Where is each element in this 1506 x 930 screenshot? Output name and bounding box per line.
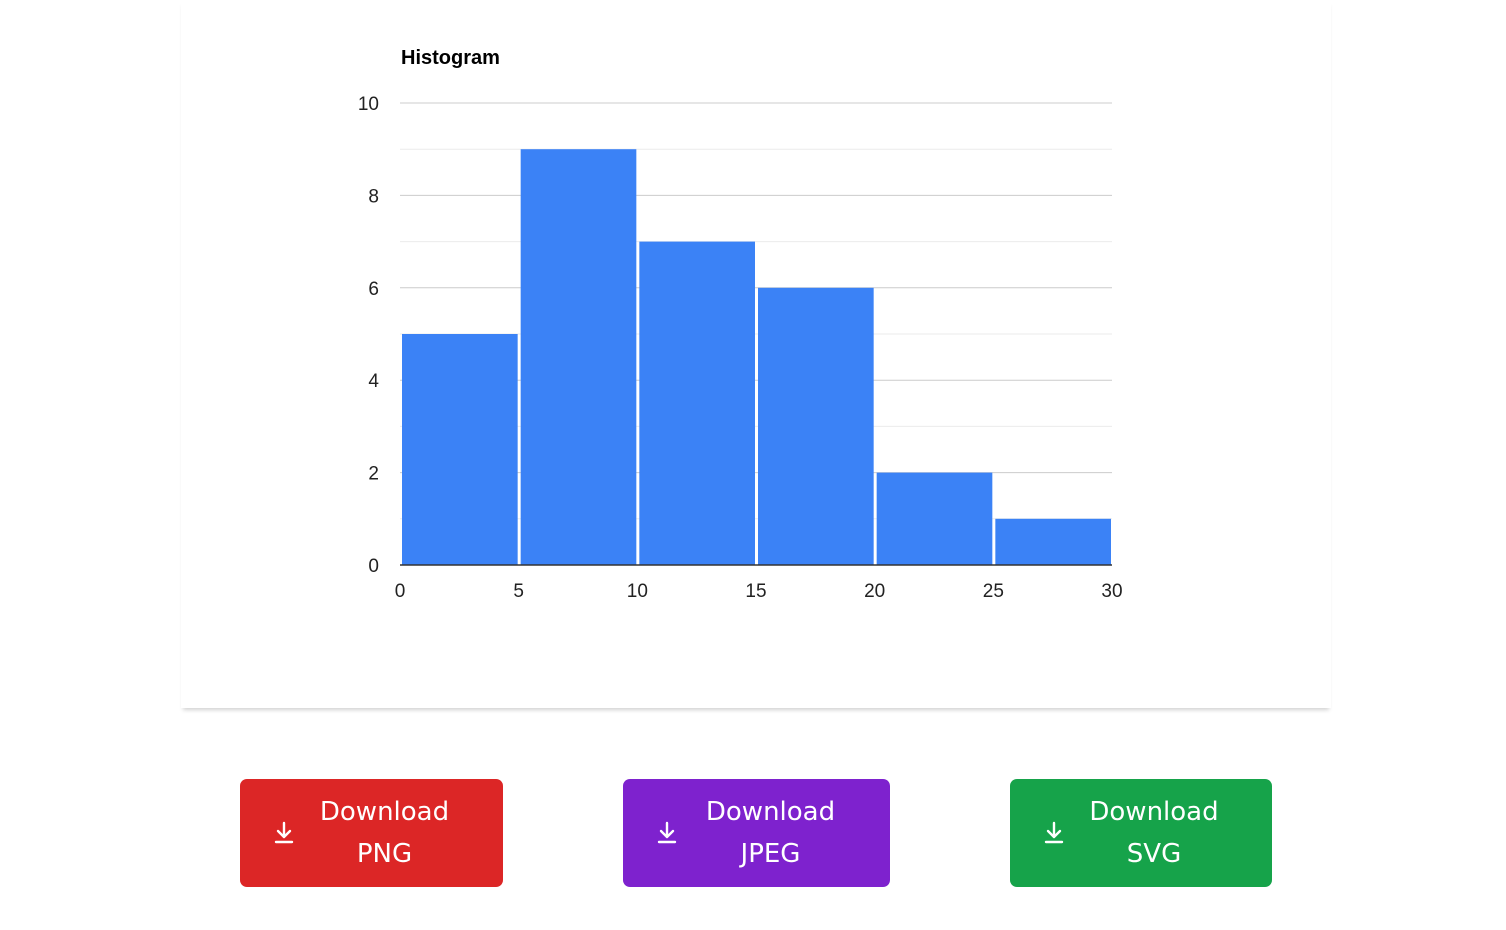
download-svg-label-line1: Download [1089,797,1219,827]
download-svg-label: Download SVG [1076,791,1232,875]
download-png-label-line1: Download [319,797,450,827]
histogram-bar [758,287,874,565]
x-tick-label: 0 [395,581,406,602]
y-tick-label: 8 [368,186,379,207]
download-png-label-line2: PNG [356,839,413,869]
x-tick-label: 10 [627,581,648,602]
download-jpeg-label-line2: JPEG [740,839,801,869]
x-tick-label: 15 [745,581,766,602]
histogram-chart: Histogram 0 2 4 6 8 10 0 5 10 15 20 25 30 [358,47,1123,602]
y-tick-label: 0 [368,556,379,577]
histogram-bar [402,334,518,565]
chart-card: Histogram 0 2 4 6 8 10 0 5 10 15 20 25 30 [181,0,1331,708]
histogram-bar [520,149,637,565]
grid-lines [400,102,1112,520]
y-tick-label: 10 [358,94,379,115]
download-icon [657,821,677,844]
download-icon [1044,821,1064,844]
download-jpeg-button[interactable]: Download JPEG [623,779,890,887]
download-svg-label-line2: SVG [1126,839,1182,869]
download-jpeg-label-line1: Download [705,797,836,827]
download-icon [274,821,294,844]
histogram-bar [639,241,755,565]
histogram-bar [876,472,993,565]
histogram-bar [995,518,1111,565]
x-tick-label: 5 [513,581,524,602]
bars [402,149,1111,565]
download-png-label: Download PNG [306,791,463,875]
axes: 0 2 4 6 8 10 0 5 10 15 20 25 30 [358,94,1123,602]
x-tick-label: 30 [1101,581,1122,602]
chart-title: Histogram [401,47,500,69]
download-jpeg-label: Download JPEG [689,791,852,875]
download-png-button[interactable]: Download PNG [240,779,503,887]
download-svg-button[interactable]: Download SVG [1010,779,1272,887]
y-tick-label: 6 [368,279,379,300]
x-tick-label: 20 [864,581,885,602]
x-tick-label: 25 [983,581,1004,602]
download-buttons: Download PNG Download JPEG Download SVG [0,779,1506,887]
y-tick-label: 4 [368,371,379,392]
y-tick-label: 2 [368,464,379,485]
